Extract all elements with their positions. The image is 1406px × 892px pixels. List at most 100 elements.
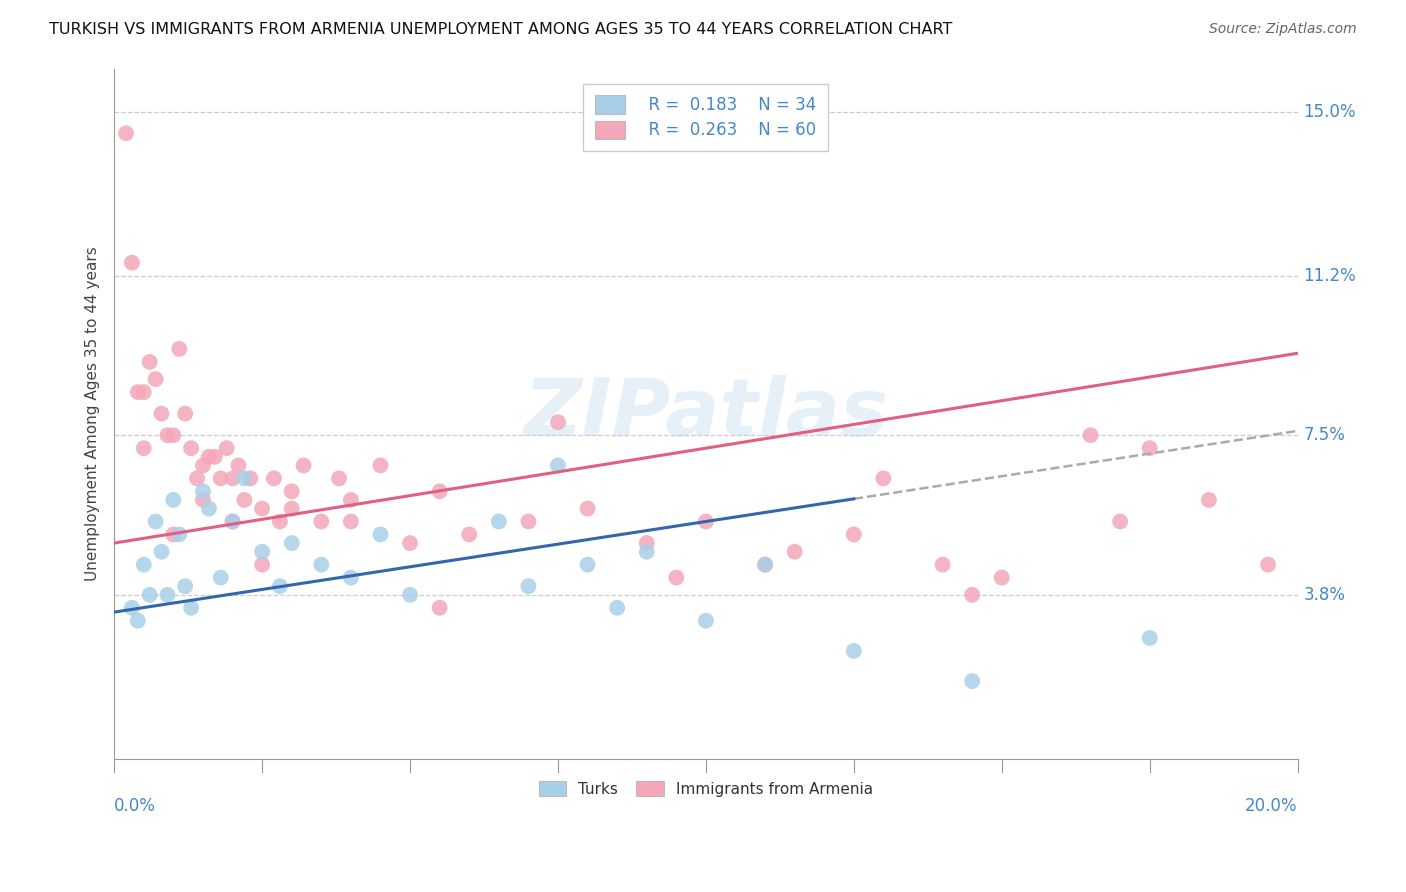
Point [174,579,197,593]
Legend: Turks, Immigrants from Armenia: Turks, Immigrants from Armenia [533,775,879,803]
Point [340,571,363,585]
Point [132,385,155,400]
Point [636,545,658,559]
Point [280,484,302,499]
Point [191,458,214,473]
Point [191,492,214,507]
Point [1139,631,1161,645]
Point [636,536,658,550]
Text: 0.0%: 0.0% [114,797,156,814]
Point [162,492,184,507]
Point [180,441,202,455]
Point [127,614,149,628]
Point [233,471,256,485]
Point [311,515,333,529]
Point [311,558,333,572]
Point [1109,515,1132,529]
Point [198,450,221,464]
Point [150,545,173,559]
Point [399,588,422,602]
Point [328,471,350,485]
Point [754,558,776,572]
Point [228,458,250,473]
Point [174,407,197,421]
Point [842,644,865,658]
Point [121,600,143,615]
Point [121,255,143,269]
Point [488,515,510,529]
Point [292,458,315,473]
Point [169,342,191,356]
Point [1198,492,1220,507]
Point [115,126,138,140]
Point [370,458,392,473]
Point [263,471,285,485]
Text: 20.0%: 20.0% [1246,797,1298,814]
Point [429,600,451,615]
Point [250,501,273,516]
Text: TURKISH VS IMMIGRANTS FROM ARMENIA UNEMPLOYMENT AMONG AGES 35 TO 44 YEARS CORREL: TURKISH VS IMMIGRANTS FROM ARMENIA UNEMP… [49,22,953,37]
Point [1080,428,1102,442]
Point [138,588,160,602]
Point [221,515,243,529]
Point [198,501,221,516]
Point [517,579,540,593]
Point [138,355,160,369]
Point [233,492,256,507]
Point [180,600,202,615]
Point [576,501,599,516]
Point [931,558,953,572]
Point [960,674,983,689]
Point [429,484,451,499]
Point [695,614,717,628]
Point [517,515,540,529]
Point [280,501,302,516]
Text: ZIPatlas: ZIPatlas [523,375,889,452]
Point [665,571,688,585]
Point [145,515,167,529]
Point [250,558,273,572]
Point [576,558,599,572]
Point [783,545,806,559]
Text: 7.5%: 7.5% [1303,426,1346,444]
Point [132,558,155,572]
Point [606,600,628,615]
Text: 11.2%: 11.2% [1303,267,1357,285]
Point [1139,441,1161,455]
Point [269,579,291,593]
Point [250,545,273,559]
Point [239,471,262,485]
Point [209,471,232,485]
Point [547,458,569,473]
Point [280,536,302,550]
Point [156,588,179,602]
Point [209,571,232,585]
Point [186,471,208,485]
Point [547,415,569,429]
Point [221,471,243,485]
Text: Source: ZipAtlas.com: Source: ZipAtlas.com [1209,22,1357,37]
Point [169,527,191,541]
Point [269,515,291,529]
Point [754,558,776,572]
Point [145,372,167,386]
Point [399,536,422,550]
Point [370,527,392,541]
Y-axis label: Unemployment Among Ages 35 to 44 years: Unemployment Among Ages 35 to 44 years [86,246,100,581]
Point [162,527,184,541]
Point [127,385,149,400]
Point [1257,558,1279,572]
Point [150,407,173,421]
Point [191,484,214,499]
Text: 3.8%: 3.8% [1303,586,1346,604]
Point [340,515,363,529]
Point [695,515,717,529]
Point [458,527,481,541]
Text: 15.0%: 15.0% [1303,103,1355,120]
Point [215,441,238,455]
Point [960,588,983,602]
Point [842,527,865,541]
Point [162,428,184,442]
Point [132,441,155,455]
Point [221,515,243,529]
